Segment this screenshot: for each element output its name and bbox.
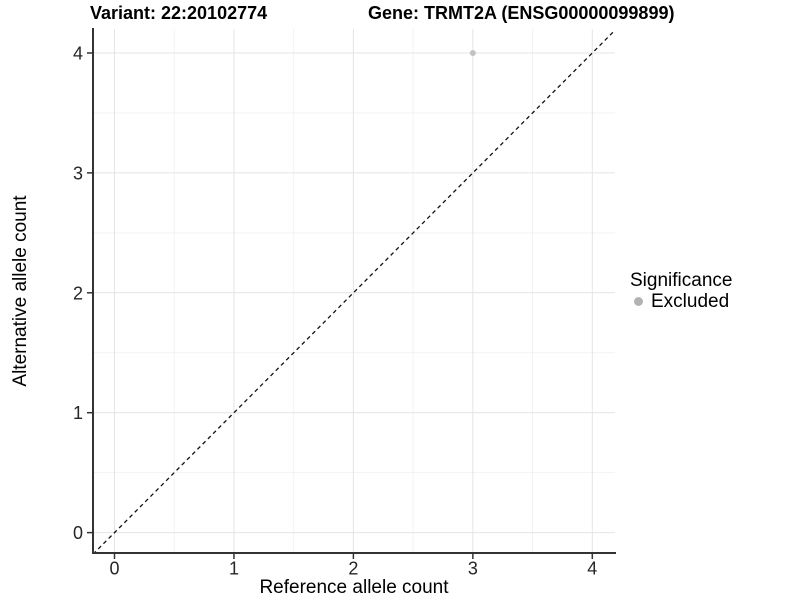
x-tick-label: 3 <box>468 559 478 579</box>
y-tick-label: 3 <box>73 163 83 183</box>
legend-item-label: Excluded <box>651 291 730 312</box>
data-point-excluded <box>469 49 476 56</box>
y-tick-label: 2 <box>73 283 83 303</box>
y-tick-label: 4 <box>73 43 83 63</box>
identity-reference-line <box>93 29 615 553</box>
legend-item-excluded: Excluded <box>630 291 732 312</box>
x-tick-label: 4 <box>587 559 597 579</box>
excluded-marker-icon <box>634 297 643 306</box>
y-tick-label: 0 <box>73 523 83 543</box>
x-axis-title: Reference allele count <box>259 577 449 598</box>
y-tick-label: 1 <box>73 403 83 423</box>
x-tick-label: 0 <box>109 559 119 579</box>
x-tick-label: 2 <box>348 559 358 579</box>
plot-title-variant: Variant: 22:20102774 <box>90 3 268 23</box>
x-tick-label: 1 <box>229 559 239 579</box>
y-axis-title: Alternative allele count <box>10 195 31 387</box>
legend-title: Significance <box>630 270 733 291</box>
legend: Significance Excluded <box>630 270 732 312</box>
plot-title-gene: Gene: TRMT2A (ENSG00000099899) <box>368 3 675 23</box>
